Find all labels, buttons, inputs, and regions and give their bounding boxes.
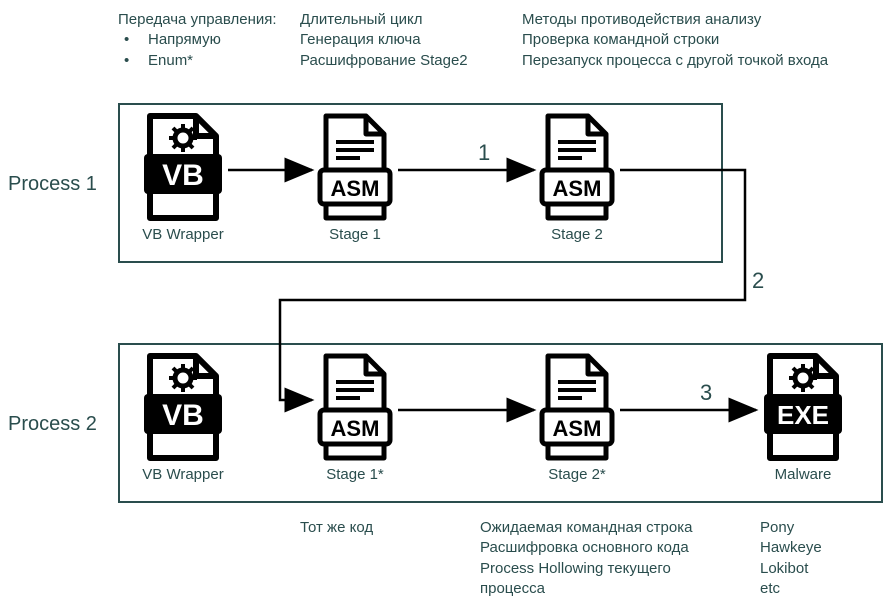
annotation-control-transfer: Передача управления: Напрямую Enum* [118, 10, 298, 71]
asm-file-icon: ASM [532, 352, 622, 462]
annotation-line: процесса [480, 579, 740, 599]
annotation-stage2-bottom: Ожидаемая командная строка Расшифровка о… [480, 518, 740, 599]
node-p1-vb: VB VB Wrapper [128, 112, 238, 243]
annotation-line: Расшифровка основного кода [480, 538, 740, 558]
annotation-line: Методы противодействия анализу [522, 10, 882, 30]
vb-file-icon: VB [138, 352, 228, 462]
annotation-line: Process Hollowing текущего [480, 559, 740, 579]
annotation-stage1-bottom: Тот же код [300, 518, 430, 538]
node-p2-stage2: ASM Stage 2* [522, 352, 632, 483]
node-p2-exe: EXE Malware [748, 352, 858, 483]
process1-label: Process 1 [8, 173, 97, 196]
annotation-line: Перезапуск процесса с другой точкой вход… [522, 51, 882, 71]
annotation-line: Hawkeye [760, 538, 880, 558]
node-label: Stage 2 [522, 226, 632, 243]
node-p1-stage2: ASM Stage 2 [522, 112, 632, 243]
annotation-line: Ожидаемая командная строка [480, 518, 740, 538]
process2-label: Process 2 [8, 413, 97, 436]
svg-text:VB: VB [162, 399, 204, 432]
annotation-stage2: Методы противодействия анализу Проверка … [522, 10, 882, 71]
node-label: Malware [748, 466, 858, 483]
svg-text:ASM: ASM [331, 176, 380, 201]
annotation-line: Проверка командной строки [522, 30, 882, 50]
node-label: Stage 1* [300, 466, 410, 483]
annotation-line: Lokibot [760, 559, 880, 579]
svg-text:VB: VB [162, 159, 204, 192]
annotation-item: Напрямую [118, 30, 298, 50]
node-label: Stage 2* [522, 466, 632, 483]
annotation-line: Длительный цикл [300, 10, 510, 30]
annotation-item: Enum* [118, 51, 298, 71]
edge-label-3: 3 [700, 380, 712, 406]
node-label: VB Wrapper [128, 466, 238, 483]
connectors [0, 0, 888, 614]
node-p2-vb: VB VB Wrapper [128, 352, 238, 483]
svg-text:ASM: ASM [553, 416, 602, 441]
edge-label-2: 2 [752, 268, 764, 294]
annotation-line: Pony [760, 518, 880, 538]
annotation-line: Расшифрование Stage2 [300, 51, 510, 71]
vb-file-icon: VB [138, 112, 228, 222]
annotation-stage1: Длительный цикл Генерация ключа Расшифро… [300, 10, 510, 71]
asm-file-icon: ASM [532, 112, 622, 222]
edge-label-1: 1 [478, 140, 490, 166]
annotation-malware-list: Pony Hawkeye Lokibot etc [760, 518, 880, 599]
annotation-line: etc [760, 579, 880, 599]
svg-text:EXE: EXE [777, 400, 829, 430]
asm-file-icon: ASM [310, 112, 400, 222]
exe-file-icon: EXE [758, 352, 848, 462]
node-label: VB Wrapper [128, 226, 238, 243]
annotation-title: Передача управления: [118, 10, 298, 30]
annotation-line: Генерация ключа [300, 30, 510, 50]
svg-text:ASM: ASM [331, 416, 380, 441]
node-label: Stage 1 [300, 226, 410, 243]
asm-file-icon: ASM [310, 352, 400, 462]
annotation-line: Тот же код [300, 518, 430, 538]
node-p2-stage1: ASM Stage 1* [300, 352, 410, 483]
node-p1-stage1: ASM Stage 1 [300, 112, 410, 243]
svg-text:ASM: ASM [553, 176, 602, 201]
